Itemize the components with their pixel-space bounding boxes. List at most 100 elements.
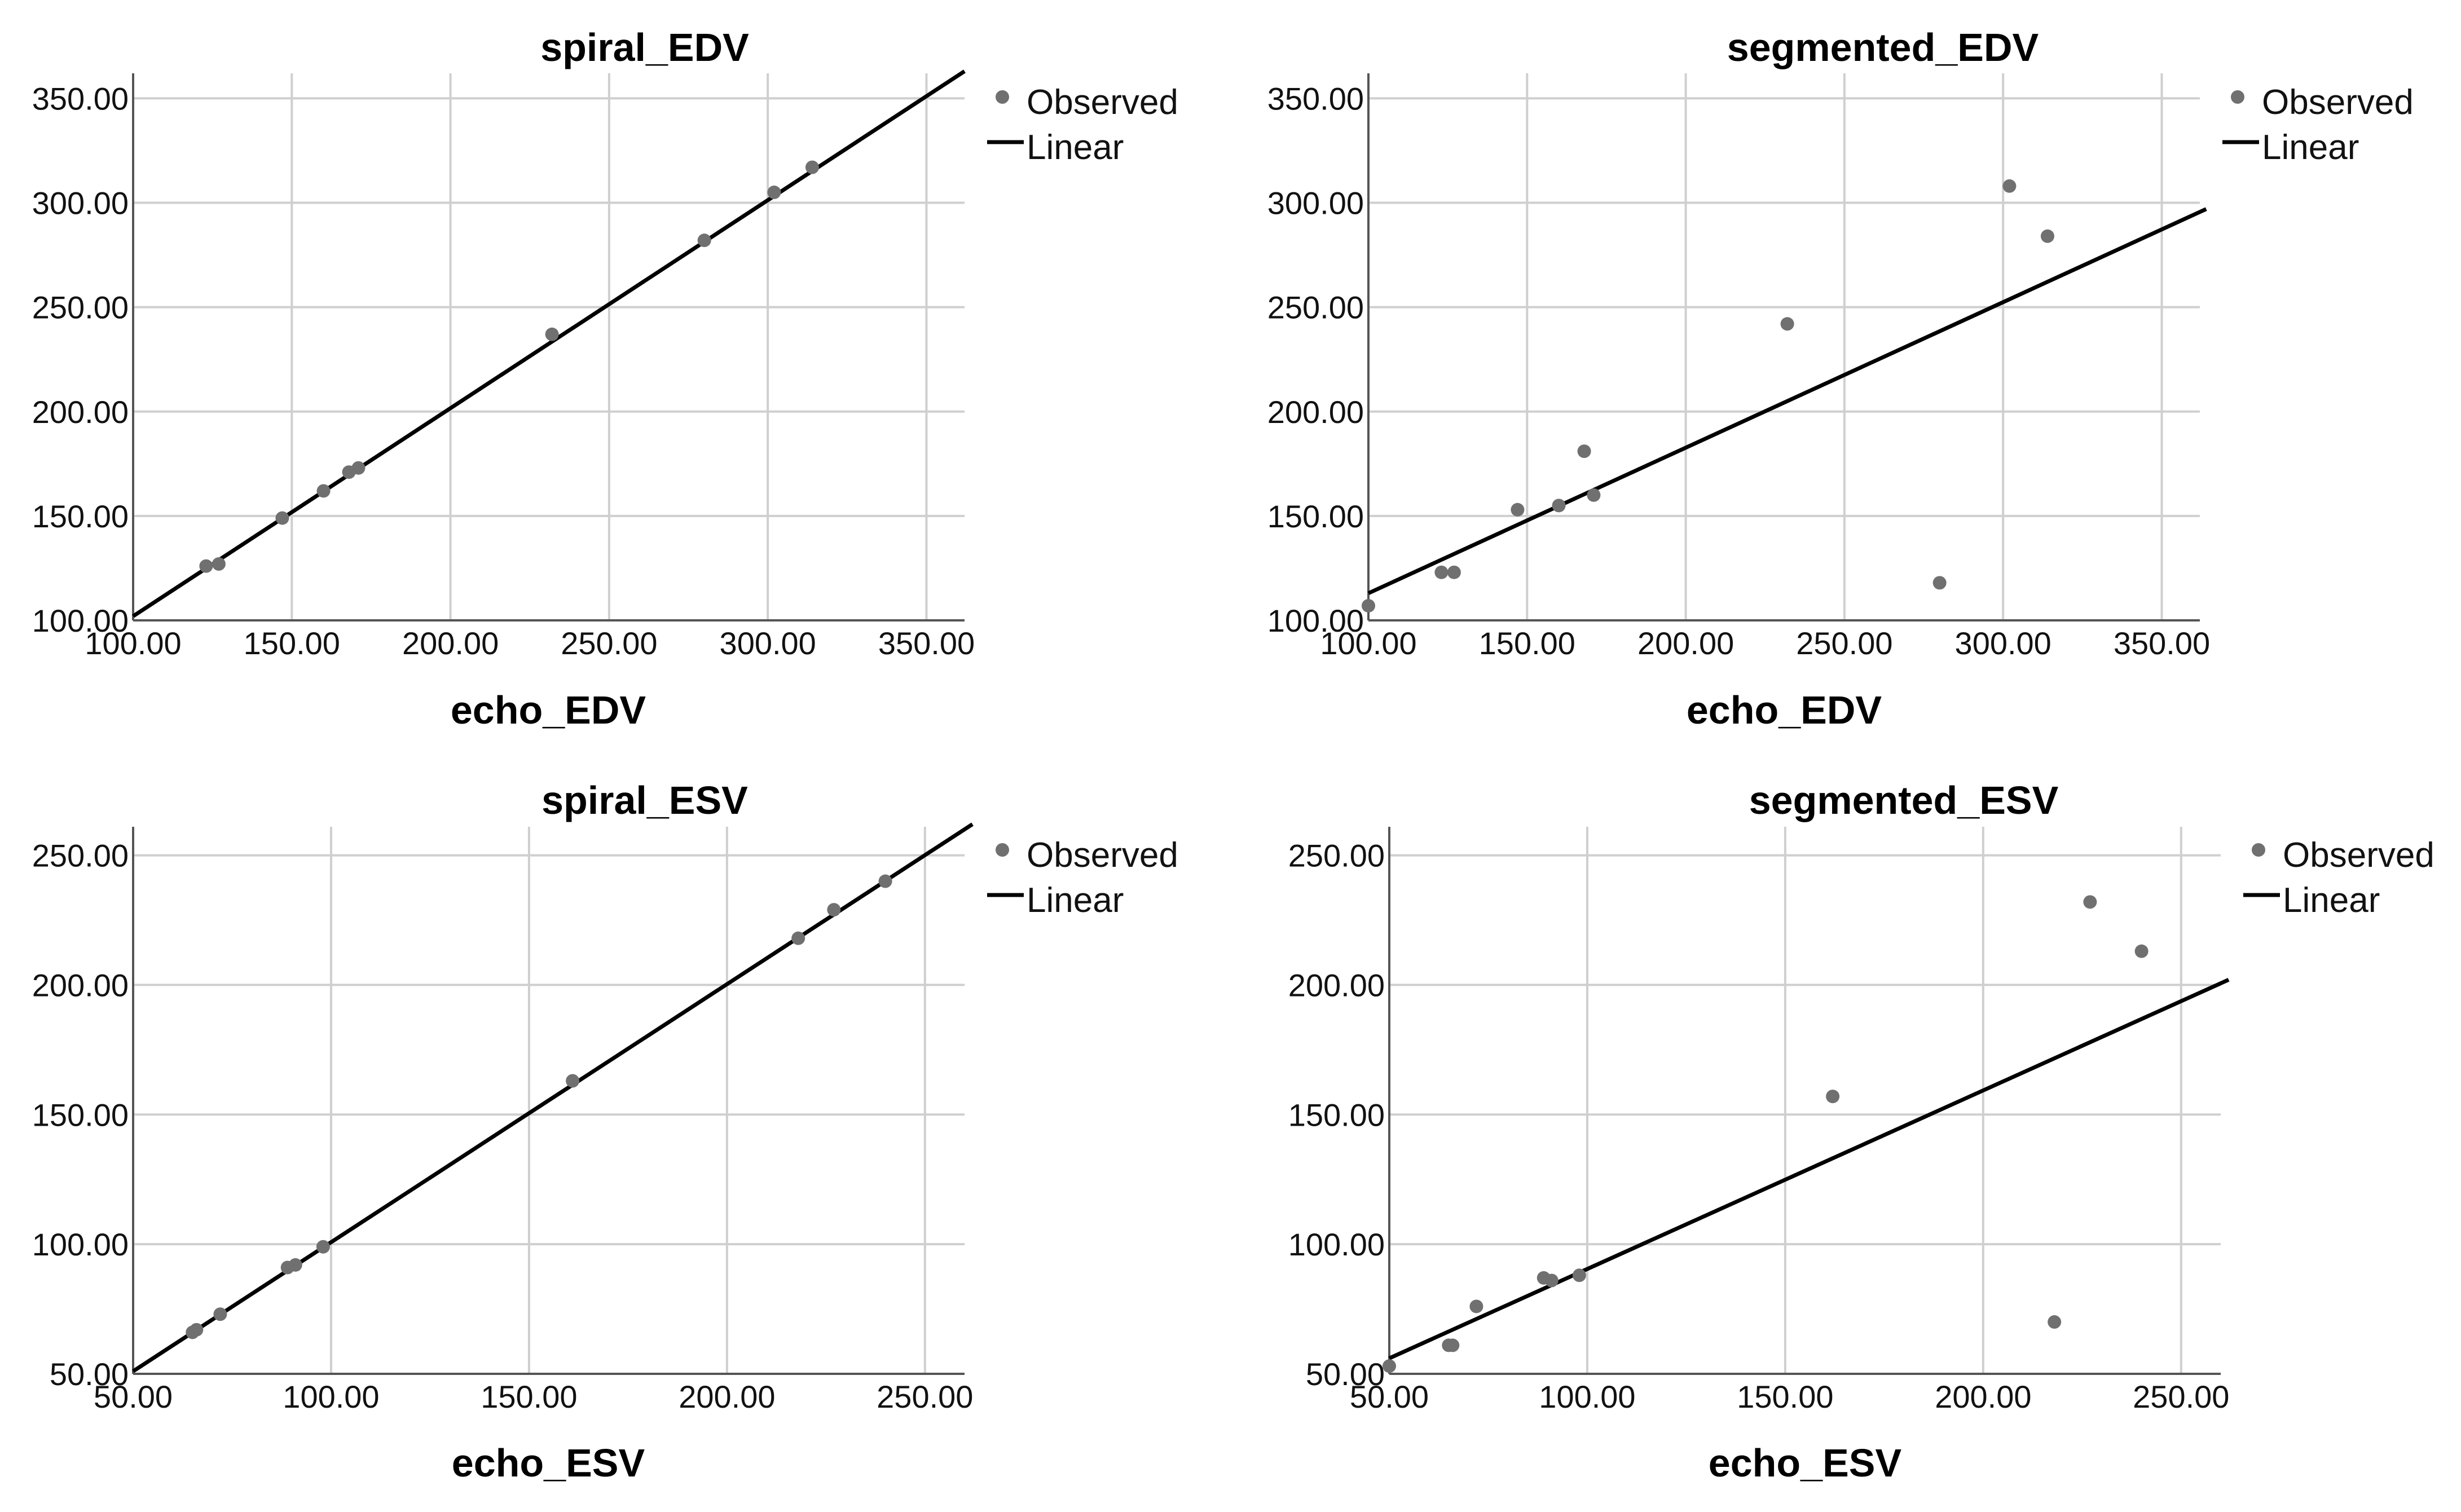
y-tick-label: 250.00 [32, 290, 129, 325]
legend-linear-label: Linear [1027, 128, 1124, 167]
legend-observed-label: Observed [2283, 836, 2434, 875]
chart-spiral-edv: 100.00 150.00 200.00 250.00 300.00 350.00 100.… [32, 25, 1178, 732]
observed-point [1446, 1338, 1460, 1352]
x-tick-label: 250.00 [561, 625, 657, 661]
observed-point [1447, 565, 1461, 579]
y-tick-label: 100.00 [32, 1227, 129, 1262]
observed-point [1552, 499, 1566, 513]
observed-point [791, 931, 805, 945]
y-tick-label: 350.00 [1267, 81, 1364, 116]
observed-point [213, 1307, 227, 1321]
legend-linear-label: Linear [2283, 881, 2380, 920]
chart-title: spiral_EDV [540, 25, 749, 69]
y-tick-label: 200.00 [1288, 967, 1385, 1003]
x-tick-label: 250.00 [2133, 1379, 2229, 1414]
y-tick-label: 200.00 [32, 394, 129, 430]
x-tick-label: 150.00 [1737, 1379, 1833, 1414]
observed-point [545, 327, 559, 341]
observed-point [767, 186, 781, 200]
legend: Observed Linear [987, 836, 1178, 920]
x-tick-label: 300.00 [720, 625, 816, 661]
chart-title: segmented_EDV [1727, 25, 2039, 69]
observed-point [1434, 565, 1449, 579]
observed-point [190, 1323, 204, 1337]
chart-title: segmented_ESV [1749, 778, 2059, 822]
x-tick-label: 350.00 [2114, 625, 2210, 661]
x-tick-label: 150.00 [481, 1379, 577, 1414]
chart-segmented-esv: 50.00 100.00 150.00 200.00 250.00 50.00 100.00… [1288, 778, 2434, 1485]
x-tick-label: 250.00 [877, 1379, 973, 1414]
chart-spiral-esv: 50.00 100.00 150.00 200.00 250.00 50.00 100.00… [32, 778, 1178, 1485]
x-tick-label: 150.00 [244, 625, 340, 661]
observed-point [1511, 502, 1525, 517]
x-axis-label: echo_ESV [1709, 1441, 1902, 1485]
observed-point [316, 484, 331, 498]
observed-point [1362, 599, 1375, 613]
linear-fit-line [132, 69, 966, 618]
y-tick-label: 300.00 [1267, 186, 1364, 221]
observed-point [1572, 1268, 1586, 1282]
y-tick-label: 200.00 [1267, 394, 1364, 430]
legend-observed-label: Observed [1027, 836, 1178, 875]
observed-point [212, 557, 226, 571]
legend: Observed Linear [987, 83, 1178, 167]
legend: Observed Linear [2222, 83, 2414, 167]
legend-linear-label: Linear [2262, 128, 2359, 167]
observed-point [1544, 1273, 1559, 1288]
x-tick-label: 100.00 [283, 1379, 379, 1414]
y-tick-label: 300.00 [32, 186, 129, 221]
x-tick-label: 100.00 [1320, 625, 1416, 661]
x-tick-label: 100.00 [1539, 1379, 1635, 1414]
observed-point [2040, 229, 2054, 243]
x-tick-label: 200.00 [679, 1379, 775, 1414]
legend-observed-label: Observed [1027, 83, 1178, 122]
y-tick-label: 150.00 [32, 499, 129, 534]
observed-point [1469, 1299, 1483, 1313]
y-tick-label: 250.00 [32, 838, 129, 874]
legend-observed-label: Observed [2262, 83, 2414, 122]
chart-title: spiral_ESV [541, 778, 748, 822]
observed-point [1932, 576, 1947, 590]
y-tick-label: 250.00 [1267, 290, 1364, 325]
observed-point [275, 511, 289, 525]
x-tick-label: 300.00 [1955, 625, 2051, 661]
legend-observed-marker [996, 90, 1009, 104]
observed-point [878, 874, 892, 888]
observed-point [351, 461, 366, 475]
x-tick-label: 350.00 [878, 625, 975, 661]
y-tick-label: 150.00 [1267, 499, 1364, 534]
linear-fit-line [1367, 207, 2207, 596]
observed-point [805, 160, 819, 174]
x-tick-label: 100.00 [85, 625, 181, 661]
chart-segmented-edv: 100.00 150.00 200.00 250.00 300.00 350.00 100.… [1267, 25, 2414, 732]
linear-fit-line [1388, 978, 2230, 1360]
observed-point [199, 559, 213, 573]
observed-point [1826, 1090, 1840, 1104]
x-tick-label: 200.00 [1637, 625, 1734, 661]
y-tick-label: 100.00 [32, 603, 129, 638]
observed-point [566, 1074, 580, 1088]
y-tick-label: 100.00 [1267, 603, 1364, 638]
observed-point [697, 233, 711, 248]
observed-point [2002, 179, 2017, 193]
legend-observed-marker [2231, 90, 2244, 104]
legend-observed-marker [996, 843, 1009, 857]
legend-linear-label: Linear [1027, 881, 1124, 920]
observed-point [316, 1240, 330, 1254]
observed-point [2083, 895, 2097, 909]
y-tick-label: 50.00 [50, 1356, 129, 1392]
x-tick-label: 200.00 [1935, 1379, 2031, 1414]
observed-point [1383, 1359, 1396, 1373]
x-axis-label: echo_EDV [451, 688, 646, 732]
y-tick-label: 350.00 [32, 81, 129, 116]
observed-point [2048, 1315, 2062, 1329]
x-tick-label: 250.00 [1796, 625, 1892, 661]
observed-point [1587, 488, 1601, 502]
y-tick-label: 100.00 [1288, 1227, 1385, 1262]
x-tick-label: 50.00 [1350, 1379, 1429, 1414]
x-axis-label: echo_EDV [1687, 688, 1882, 732]
y-tick-label: 150.00 [32, 1097, 129, 1132]
observed-point [827, 903, 841, 917]
x-tick-label: 50.00 [94, 1379, 173, 1414]
